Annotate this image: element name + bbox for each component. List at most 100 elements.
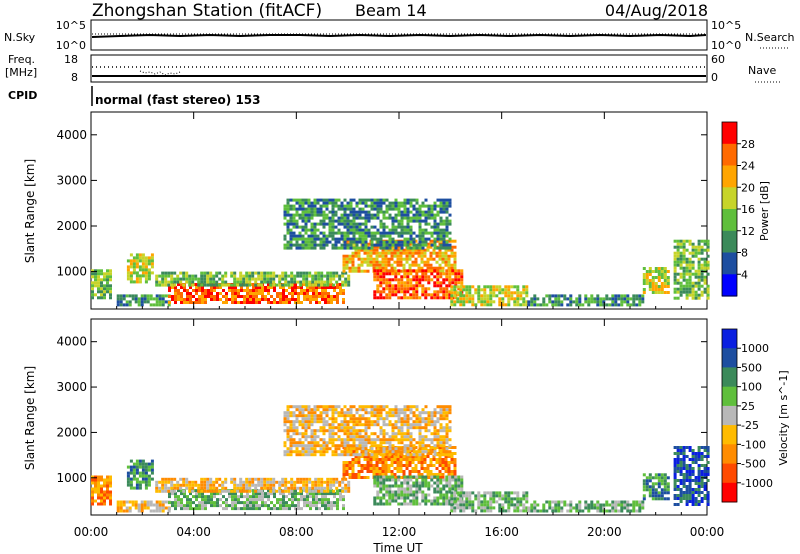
echo-cell	[337, 426, 341, 430]
echo-cell	[542, 509, 546, 513]
echo-cell	[444, 461, 448, 464]
echo-cell	[322, 417, 326, 421]
echo-cell	[144, 262, 148, 266]
echo-cell	[322, 243, 326, 247]
echo-cell	[430, 475, 434, 479]
echo-cell	[384, 467, 388, 470]
echo-cell	[405, 461, 409, 464]
echo-cell	[445, 484, 449, 488]
echo-cell	[366, 260, 370, 264]
echo-cell	[438, 269, 442, 273]
echo-cell	[388, 228, 392, 232]
echo-cell	[397, 408, 401, 412]
echo-cell	[313, 210, 317, 214]
echo-cell	[563, 297, 567, 301]
echo-cell	[480, 509, 484, 513]
echo-cell	[237, 501, 240, 505]
echo-cell	[197, 280, 201, 284]
echo-cell	[138, 280, 142, 284]
echo-cell	[252, 501, 255, 505]
echo-cell	[364, 444, 368, 448]
echo-cell	[442, 222, 446, 226]
echo-cell	[179, 271, 183, 275]
echo-cell	[97, 281, 100, 285]
echo-cell	[409, 219, 413, 223]
echo-cell	[363, 458, 367, 461]
echo-cell	[382, 275, 386, 279]
echo-cell	[424, 243, 428, 247]
echo-cell	[439, 284, 443, 288]
echo-cell	[201, 507, 204, 511]
echo-cell	[444, 248, 448, 252]
echo-cell	[168, 501, 171, 505]
echo-cell	[276, 301, 279, 304]
echo-cell	[694, 254, 698, 258]
echo-cell	[460, 275, 464, 279]
echo-cell	[337, 204, 341, 208]
echo-cell	[498, 497, 502, 501]
echo-cell	[415, 219, 419, 223]
echo-cell	[351, 260, 355, 264]
echo-cell	[325, 216, 329, 220]
echo-cell	[180, 295, 183, 298]
echo-cell	[454, 278, 458, 282]
echo-cell	[135, 262, 139, 266]
echo-cell	[691, 455, 695, 458]
echo-cell	[551, 294, 555, 298]
echo-cell	[346, 231, 350, 235]
echo-cell	[694, 272, 698, 276]
echo-cell	[188, 277, 192, 281]
echo-cell	[361, 447, 365, 451]
echo-cell	[381, 257, 385, 261]
echo-cell	[694, 269, 698, 273]
echo-cell	[438, 263, 442, 267]
echo-cell	[135, 259, 139, 263]
echo-cell	[691, 503, 695, 506]
echo-cell	[297, 498, 300, 502]
echo-cell	[351, 467, 355, 470]
echo-cell	[313, 213, 317, 217]
echo-cell	[654, 482, 658, 486]
echo-cell	[403, 204, 407, 208]
echo-cell	[578, 509, 582, 513]
echo-cell	[126, 259, 130, 263]
echo-cell	[287, 274, 291, 278]
echo-cell	[424, 237, 428, 241]
echo-cell	[379, 484, 383, 488]
echo-cell	[310, 423, 314, 427]
echo-cell	[688, 473, 692, 476]
echo-cell	[321, 495, 324, 499]
echo-cell	[700, 257, 704, 261]
echo-cell	[195, 504, 198, 508]
echo-cell	[206, 277, 210, 281]
echo-cell	[298, 405, 302, 409]
echo-cell	[566, 503, 570, 507]
echo-cell	[682, 248, 686, 252]
echo-cell	[457, 487, 461, 491]
echo-cell	[697, 473, 701, 476]
echo-cell	[328, 417, 332, 421]
echo-cell	[498, 503, 502, 507]
echo-cell	[198, 495, 201, 499]
echo-cell	[315, 498, 318, 502]
echo-cell	[445, 499, 449, 503]
echo-cell	[522, 297, 526, 301]
echo-cell	[338, 483, 342, 487]
echo-cell	[369, 248, 373, 252]
echo-cell	[180, 507, 183, 511]
echo-cell	[304, 435, 308, 439]
echo-cell	[206, 274, 210, 278]
echo-cell	[320, 274, 324, 278]
echo-cell	[170, 274, 174, 278]
echo-cell	[144, 271, 148, 275]
echo-cell	[161, 509, 165, 513]
echo-cell	[313, 222, 317, 226]
echo-cell	[294, 292, 297, 295]
echo-cell	[192, 495, 195, 499]
echo-cell	[343, 423, 347, 427]
echo-cell	[370, 408, 374, 412]
echo-cell	[103, 278, 106, 282]
echo-cell	[167, 274, 171, 278]
echo-cell	[343, 222, 347, 226]
echo-cell	[697, 500, 701, 503]
